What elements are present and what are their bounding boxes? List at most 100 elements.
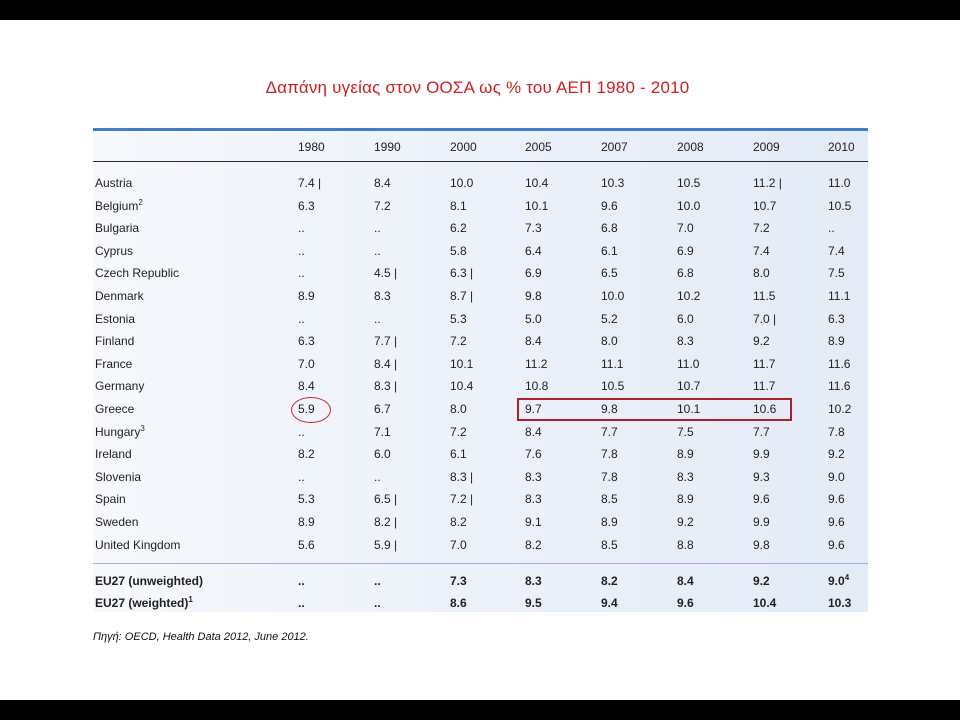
country-name: Estonia (95, 311, 136, 326)
country-label: Germany (95, 379, 144, 393)
value-cell: 11.1 (828, 289, 850, 303)
value-cell: 7.5 (828, 266, 845, 280)
value-cell: 8.2 (525, 538, 542, 552)
value-text: 7.5 (828, 266, 845, 281)
value-text: 8.2 (298, 447, 315, 462)
value-text: 10.7 (753, 198, 777, 213)
value-cell: 8.3 (525, 470, 542, 484)
value-text: 5.6 (298, 537, 315, 552)
value-cell: 9.8 (753, 538, 770, 552)
value-text: 6.3 (298, 334, 315, 349)
value-cell: 8.0 (601, 334, 618, 348)
value-text: 4.5 | (374, 266, 398, 281)
value-cell: 9.9 (753, 515, 770, 529)
value-cell: 7.2 (753, 221, 770, 235)
value-cell: 6.9 (677, 244, 694, 258)
value-text: 10.0 (450, 176, 474, 190)
value-cell: 8.0 (450, 402, 467, 416)
value-text: 9.4 (601, 596, 618, 610)
value-text: 10.1 (677, 402, 701, 416)
value-cell: 8.9 (677, 492, 694, 506)
value-cell: 7.2 | (450, 492, 473, 506)
value-cell: 8.2 (298, 447, 315, 461)
value-text: 9.9 (753, 515, 770, 529)
value-text: 8.9 (677, 447, 694, 462)
value-text: 9.9 (753, 447, 770, 462)
value-cell: 8.9 (298, 515, 315, 529)
value-cell: 11.7 (753, 357, 775, 371)
value-text: 8.3 (525, 492, 542, 507)
value-text: 5.9 | (374, 537, 398, 552)
value-cell: 7.0 (677, 221, 694, 235)
value-cell: 6.1 (601, 244, 618, 258)
value-cell: 10.7 (677, 379, 700, 393)
table-row: Czech Republic.. 4.5 | 6.3 | 6.9 6.5 6.8 8.0 7.… (93, 263, 868, 283)
value-text: 11.1 (601, 356, 624, 371)
value-text: 9.8 (525, 289, 542, 303)
value-cell: 10.0 (601, 289, 624, 303)
value-cell: 9.2 (753, 574, 770, 588)
country-label: Denmark (95, 289, 144, 303)
value-text: 9.0 (828, 469, 845, 484)
value-text: 7.0 (450, 537, 467, 552)
value-cell: 9.2 (828, 447, 845, 461)
column-header: 2000 (450, 140, 477, 154)
value-cell: 8.8 (677, 538, 694, 552)
value-text: 6.1 (450, 447, 467, 462)
value-text: 9.2 (753, 574, 770, 588)
value-text: 8.2 (450, 515, 467, 529)
value-cell: 6.3 (298, 334, 315, 348)
value-text: 6.1 (601, 243, 618, 258)
value-text: .. (298, 574, 305, 588)
value-text: .. (298, 243, 305, 258)
value-cell: 7.0 | (753, 312, 776, 326)
value-text: 10.8 (525, 379, 549, 394)
value-cell: 8.5 (601, 492, 618, 506)
value-cell: 6.4 (525, 244, 542, 258)
value-cell: 8.4 (677, 574, 694, 588)
value-text: 9.6 (828, 537, 845, 552)
country-name: Greece (95, 402, 135, 416)
table-header-rule (93, 161, 868, 162)
value-cell: 6.1 (450, 447, 467, 461)
bottom-letterbox-bar (0, 700, 960, 720)
value-text: 10.5 (601, 379, 625, 394)
value-cell: 9.3 (753, 470, 770, 484)
table-row: Germany 8.4 8.3 | 10.4 10.8 10.5 10.7 11.7 11.6 (93, 376, 868, 396)
country-name: Belgium (95, 198, 139, 213)
value-cell: 7.1 (374, 425, 391, 439)
value-text: 6.8 (677, 266, 694, 281)
value-text: 6.9 (677, 243, 694, 258)
value-text: .. (374, 243, 381, 258)
footnote-marker: 3 (140, 423, 145, 433)
value-text: 6.0 (677, 311, 694, 326)
value-text: 8.4 (525, 334, 542, 349)
value-cell: 6.9 (525, 266, 542, 280)
value-cell: 6.3 (828, 312, 845, 326)
value-cell: .. (298, 312, 305, 326)
value-text: 8.3 (525, 469, 542, 484)
value-text: 8.2 (525, 537, 542, 552)
value-cell: 8.4 | (374, 357, 397, 371)
value-cell: .. (374, 574, 381, 588)
value-text: 11.6 (828, 379, 851, 394)
value-text: 8.4 (374, 176, 391, 190)
column-header: 1980 (298, 140, 325, 154)
value-cell: .. (298, 244, 305, 258)
column-header: 2009 (753, 140, 780, 154)
country-label: Greece (95, 402, 134, 416)
value-text: 8.4 (298, 379, 315, 394)
value-text: 7.8 (828, 424, 845, 439)
value-cell: 5.3 (298, 492, 315, 506)
value-cell: 11.2 | (753, 176, 782, 190)
value-cell: 7.2 (450, 334, 467, 348)
value-text: 6.5 (601, 266, 618, 281)
country-label: Ireland (95, 447, 132, 461)
country-name: United Kingdom (95, 537, 181, 552)
value-cell: 8.3 | (374, 379, 397, 393)
value-text: 9.6 (753, 492, 770, 507)
value-cell: 10.4 (525, 176, 548, 190)
footnote-marker: 1 (188, 595, 193, 604)
value-text: 10.1 (525, 198, 549, 213)
country-name: Cyprus (95, 243, 134, 258)
